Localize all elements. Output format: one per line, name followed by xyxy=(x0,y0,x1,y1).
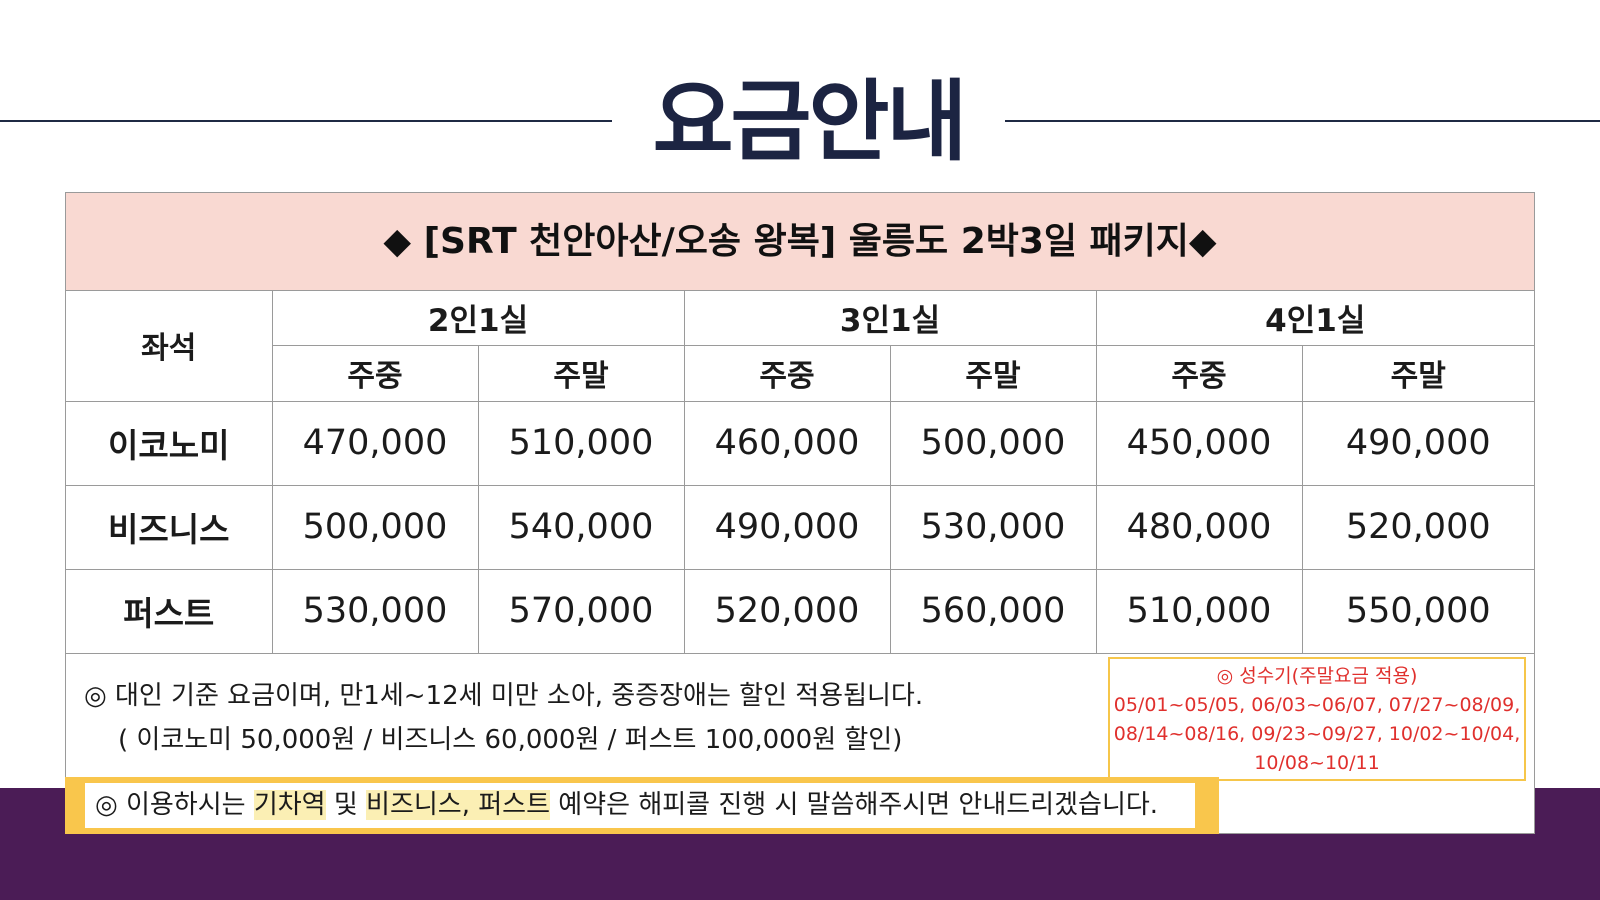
seat-name: 퍼스트 xyxy=(66,568,273,654)
price-cell: 540,000 xyxy=(477,484,685,570)
discount-note: ◎ 대인 기준 요금이며, 만1세~12세 미만 소아, 중증장애는 할인 적용… xyxy=(84,681,924,711)
room-header-2: 2인1실 xyxy=(271,290,685,346)
room-header-3: 3인1실 xyxy=(683,290,1097,346)
weekend-header: 주말 xyxy=(889,344,1097,402)
peak-season-title: ◎ 성수기(주말요금 적용) xyxy=(1216,665,1418,687)
seat-column-header: 좌석 xyxy=(66,290,273,402)
price-cell: 480,000 xyxy=(1095,484,1303,570)
title-divider-right xyxy=(1005,120,1600,122)
weekday-header: 주중 xyxy=(683,344,891,402)
page-title: 요금안내 xyxy=(652,70,968,173)
price-cell: 570,000 xyxy=(477,568,685,654)
price-cell: 460,000 xyxy=(683,400,891,486)
highlight-station: 기차역 xyxy=(253,790,326,820)
price-cell: 450,000 xyxy=(1095,400,1303,486)
peak-season-dates: 05/01~05/05, 06/03~06/07, 07/27~08/09, xyxy=(1113,694,1521,716)
package-title: ◆ [SRT 천안아산/오송 왕복] 울릉도 2박3일 패키지◆ xyxy=(66,193,1534,291)
reservation-text: 및 xyxy=(325,790,367,820)
price-cell: 530,000 xyxy=(889,484,1097,570)
price-cell: 500,000 xyxy=(271,484,479,570)
price-cell: 490,000 xyxy=(1301,400,1534,486)
price-cell: 530,000 xyxy=(271,568,479,654)
price-cell: 550,000 xyxy=(1301,568,1534,654)
fare-card: ◆ [SRT 천안아산/오송 왕복] 울릉도 2박3일 패키지◆ 좌석 2인1실… xyxy=(65,192,1535,834)
table-row: 퍼스트 530,000 570,000 520,000 560,000 510,… xyxy=(66,568,1534,654)
peak-season-dates: 08/14~08/16, 09/23~09/27, 10/02~10/04, xyxy=(1113,723,1521,745)
peak-season-box: ◎ 성수기(주말요금 적용) 05/01~05/05, 06/03~06/07,… xyxy=(1108,657,1526,781)
seat-name: 비즈니스 xyxy=(66,484,273,570)
weekend-header: 주말 xyxy=(477,344,685,402)
reservation-note: ◎ 이용하시는 기차역 및 비즈니스, 퍼스트 예약은 해피콜 진행 시 말씀해… xyxy=(65,777,1219,834)
highlight-seat-class: 비즈니스, 퍼스트 xyxy=(366,790,551,820)
peak-season-dates: 10/08~10/11 xyxy=(1254,752,1380,774)
price-cell: 520,000 xyxy=(1301,484,1534,570)
reservation-text: 예약은 해피콜 진행 시 말씀해주시면 안내드리겠습니다. xyxy=(550,790,1159,820)
weekday-header: 주중 xyxy=(272,344,479,402)
title-divider-left xyxy=(0,120,612,122)
price-cell: 560,000 xyxy=(889,568,1097,654)
price-cell: 520,000 xyxy=(683,568,891,654)
room-header-4: 4인1실 xyxy=(1095,290,1534,346)
reservation-note-text: ◎ 이용하시는 기차역 및 비즈니스, 퍼스트 예약은 해피콜 진행 시 말씀해… xyxy=(85,783,1195,828)
price-cell: 510,000 xyxy=(1095,568,1303,654)
table-row: 비즈니스 500,000 540,000 490,000 530,000 480… xyxy=(66,484,1534,570)
weekday-header: 주중 xyxy=(1095,344,1303,402)
table-row: 이코노미 470,000 510,000 460,000 500,000 450… xyxy=(66,400,1534,486)
reservation-text: ◎ 이용하시는 xyxy=(95,790,254,820)
discount-amounts-note: ( 이코노미 50,000원 / 비즈니스 60,000원 / 퍼스트 100,… xyxy=(118,725,903,755)
price-cell: 500,000 xyxy=(889,400,1097,486)
seat-name: 이코노미 xyxy=(66,400,273,486)
fare-table: 좌석 2인1실 3인1실 4인1실 주중 주말 주중 주말 주중 주말 이코노미… xyxy=(66,290,1534,654)
price-cell: 470,000 xyxy=(271,400,479,486)
price-cell: 510,000 xyxy=(477,400,685,486)
price-cell: 490,000 xyxy=(683,484,891,570)
weekend-header: 주말 xyxy=(1301,344,1534,402)
